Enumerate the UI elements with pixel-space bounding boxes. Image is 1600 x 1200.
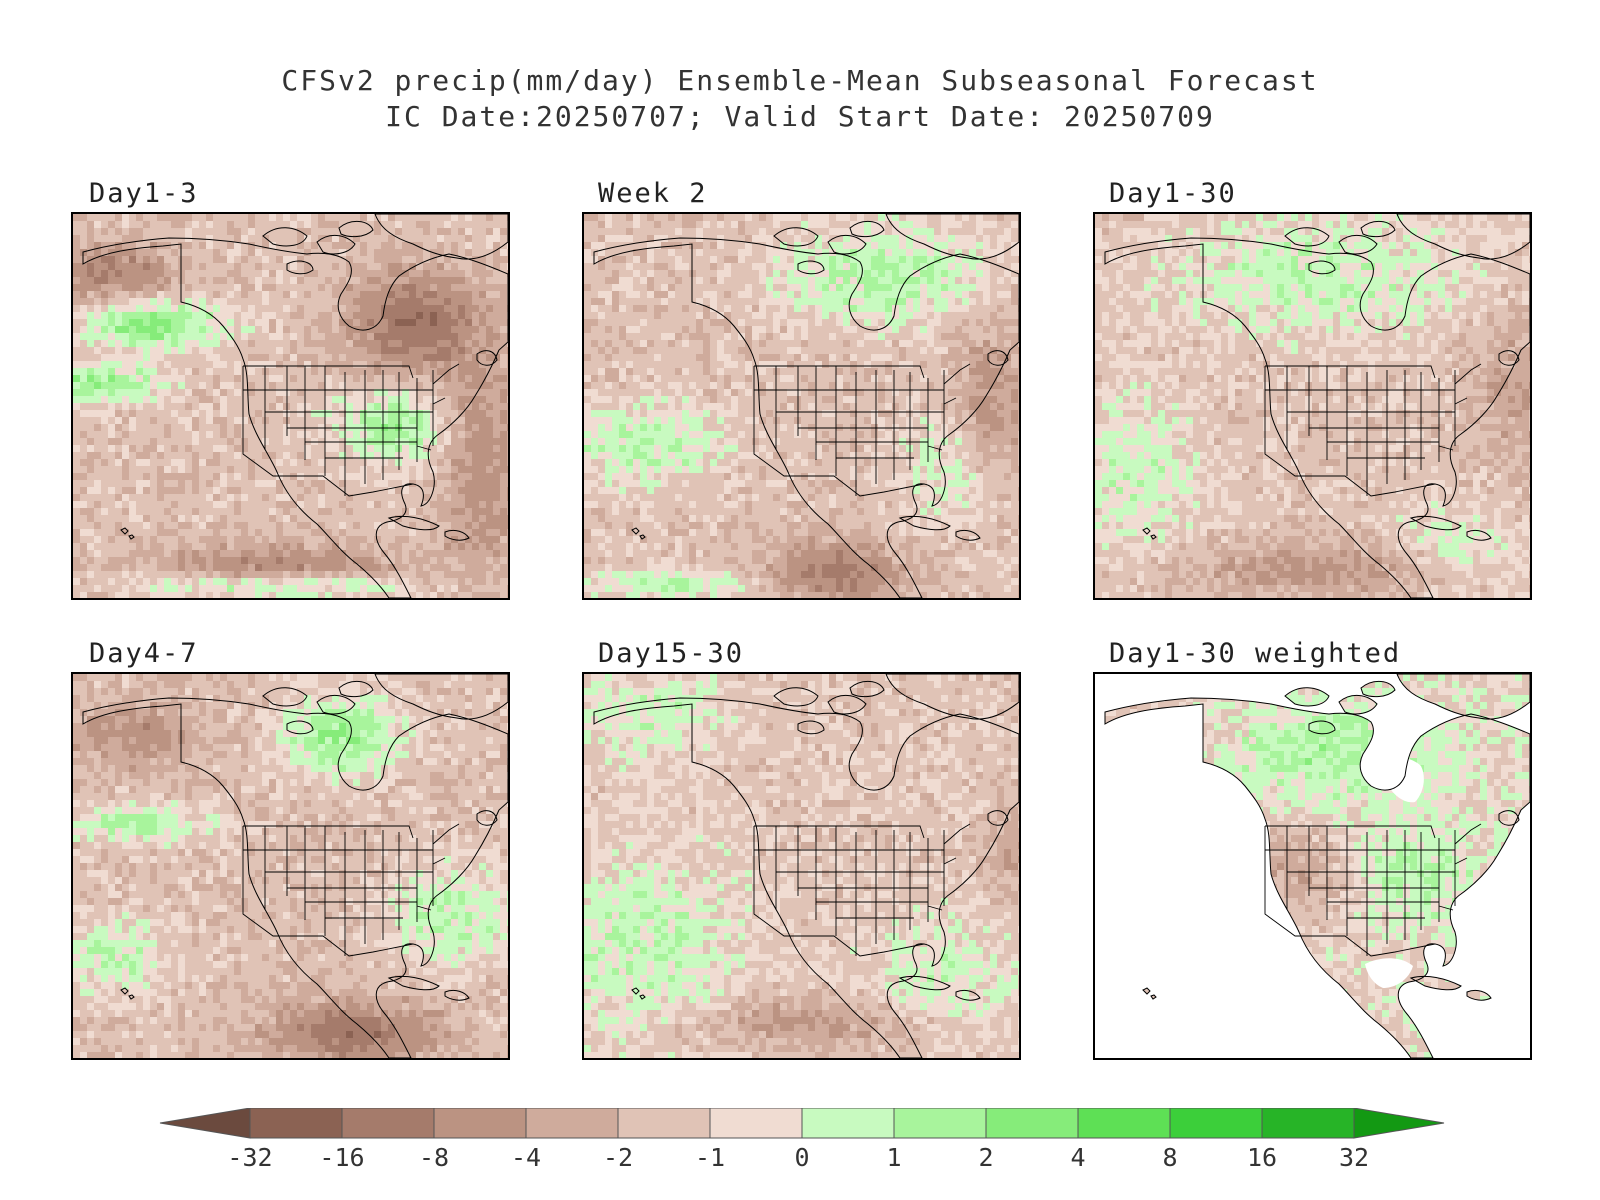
panel-label-day1-30-weighted: Day1-30 weighted xyxy=(1109,638,1401,669)
chart-subtitle: IC Date:20250707; Valid Start Date: 2025… xyxy=(0,100,1600,133)
colorbar-arrow-dry xyxy=(159,1108,251,1139)
map-panel-day1-30-weighted xyxy=(1093,672,1532,1060)
colorbar-segment xyxy=(617,1108,711,1139)
colorbar-segment xyxy=(249,1108,343,1139)
state-borders xyxy=(180,704,460,957)
coastline xyxy=(1104,674,1530,1058)
colorbar-segment xyxy=(709,1108,803,1139)
colorbar-tick-label: 32 xyxy=(1339,1143,1369,1172)
colorbar-tick-label: 8 xyxy=(1162,1143,1177,1172)
colorbar-segment xyxy=(1077,1108,1171,1139)
colorbar-tick-label: 2 xyxy=(978,1143,993,1172)
colorbar-segment xyxy=(341,1108,435,1139)
state-borders xyxy=(691,244,971,497)
precip-field xyxy=(73,214,508,598)
colorbar-arrow-wet xyxy=(1353,1108,1445,1139)
colorbar-segment xyxy=(985,1108,1079,1139)
colorbar-tick-label: -1 xyxy=(695,1143,725,1172)
colorbar-segment xyxy=(801,1108,895,1139)
colorbar-tick-label: -4 xyxy=(511,1143,541,1172)
colorbar-tick-label: -8 xyxy=(419,1143,449,1172)
colorbar-tick-label: -16 xyxy=(319,1143,364,1172)
coastline xyxy=(593,214,1019,598)
map-panel-day1-3 xyxy=(71,212,510,600)
state-borders xyxy=(1202,244,1482,497)
panel-label-week2: Week 2 xyxy=(598,178,708,209)
state-borders xyxy=(691,704,971,957)
coastline xyxy=(82,214,508,598)
precip-field xyxy=(73,674,508,1058)
panel-label-day4-7: Day4-7 xyxy=(89,638,199,669)
colorbar-tick-label: 1 xyxy=(886,1143,901,1172)
state-borders xyxy=(1202,704,1482,957)
colorbar-tick-label: -32 xyxy=(227,1143,272,1172)
colorbar-tick-label: 16 xyxy=(1247,1143,1277,1172)
map-panel-week2 xyxy=(582,212,1021,600)
map-panel-day1-30 xyxy=(1093,212,1532,600)
colorbar-segment xyxy=(1169,1108,1263,1139)
panel-label-day1-30: Day1-30 xyxy=(1109,178,1237,209)
colorbar-tick-label: -2 xyxy=(603,1143,633,1172)
colorbar-segment xyxy=(1261,1108,1355,1139)
colorbar: -32 -16 -8 -4 -2 -1 0 1 2 4 8 16 32 xyxy=(159,1108,1445,1172)
colorbar-segment xyxy=(433,1108,527,1139)
coastline xyxy=(1104,214,1530,598)
colorbar-tick-label: 4 xyxy=(1070,1143,1085,1172)
coastline xyxy=(82,674,508,1058)
colorbar-segment xyxy=(893,1108,987,1139)
colorbar-tick-label: 0 xyxy=(794,1143,809,1172)
panel-label-day15-30: Day15-30 xyxy=(598,638,744,669)
map-panel-day15-30 xyxy=(582,672,1021,1060)
chart-title: CFSv2 precip(mm/day) Ensemble-Mean Subse… xyxy=(0,64,1600,97)
state-borders xyxy=(180,244,460,497)
colorbar-segment xyxy=(525,1108,619,1139)
coastline xyxy=(593,674,1019,1058)
precip-field xyxy=(1095,214,1530,598)
panel-label-day1-3: Day1-3 xyxy=(89,178,199,209)
map-panel-day4-7 xyxy=(71,672,510,1060)
precip-field xyxy=(584,674,1019,1058)
